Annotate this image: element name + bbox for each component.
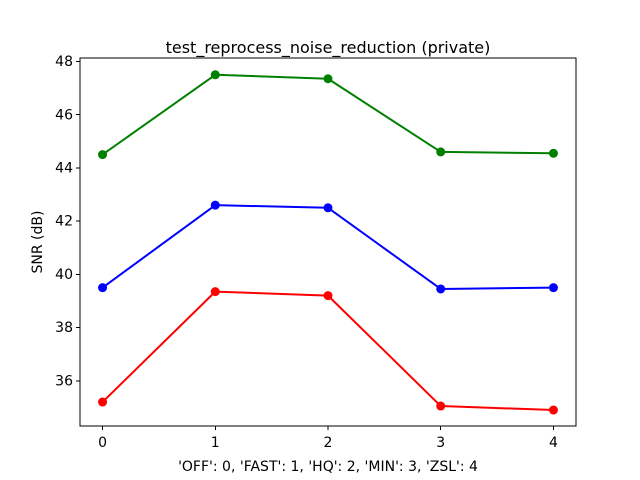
y-tick-label: 46 — [55, 107, 73, 123]
y-tick-label: 40 — [55, 267, 73, 283]
blue-marker — [210, 200, 220, 210]
blue-marker — [98, 283, 108, 293]
green-marker — [98, 150, 108, 160]
blue-marker — [323, 203, 333, 213]
y-tick-label: 48 — [55, 54, 73, 70]
red-marker — [98, 397, 108, 407]
green-line — [101, 73, 554, 156]
x-axis-label: 'OFF': 0, 'FAST': 1, 'HQ': 2, 'MIN': 3, … — [178, 459, 478, 475]
green-marker — [210, 70, 220, 80]
x-tick-label: 1 — [211, 435, 220, 451]
x-tick-label: 3 — [436, 435, 445, 451]
x-tick-label: 0 — [98, 435, 107, 451]
axes-frame — [79, 57, 577, 427]
green-marker — [548, 148, 558, 158]
x-tick-label: 4 — [549, 435, 558, 451]
green-marker — [436, 147, 446, 157]
red-line — [101, 290, 554, 412]
y-tick-label: 38 — [55, 320, 73, 336]
chart-title: test_reprocess_noise_reduction (private) — [165, 38, 491, 57]
x-tick-label: 2 — [324, 435, 333, 451]
y-tick-label: 44 — [55, 161, 73, 177]
y-tick-label: 42 — [55, 214, 73, 230]
blue-line — [101, 204, 554, 290]
red-marker — [436, 401, 446, 411]
y-axis-label: SNR (dB) — [30, 210, 46, 274]
blue-marker — [548, 283, 558, 293]
red-marker — [323, 291, 333, 301]
red-marker — [210, 287, 220, 297]
green-marker — [323, 74, 333, 84]
red-marker — [548, 405, 558, 415]
y-tick-label: 36 — [55, 373, 73, 389]
blue-marker — [436, 284, 446, 294]
